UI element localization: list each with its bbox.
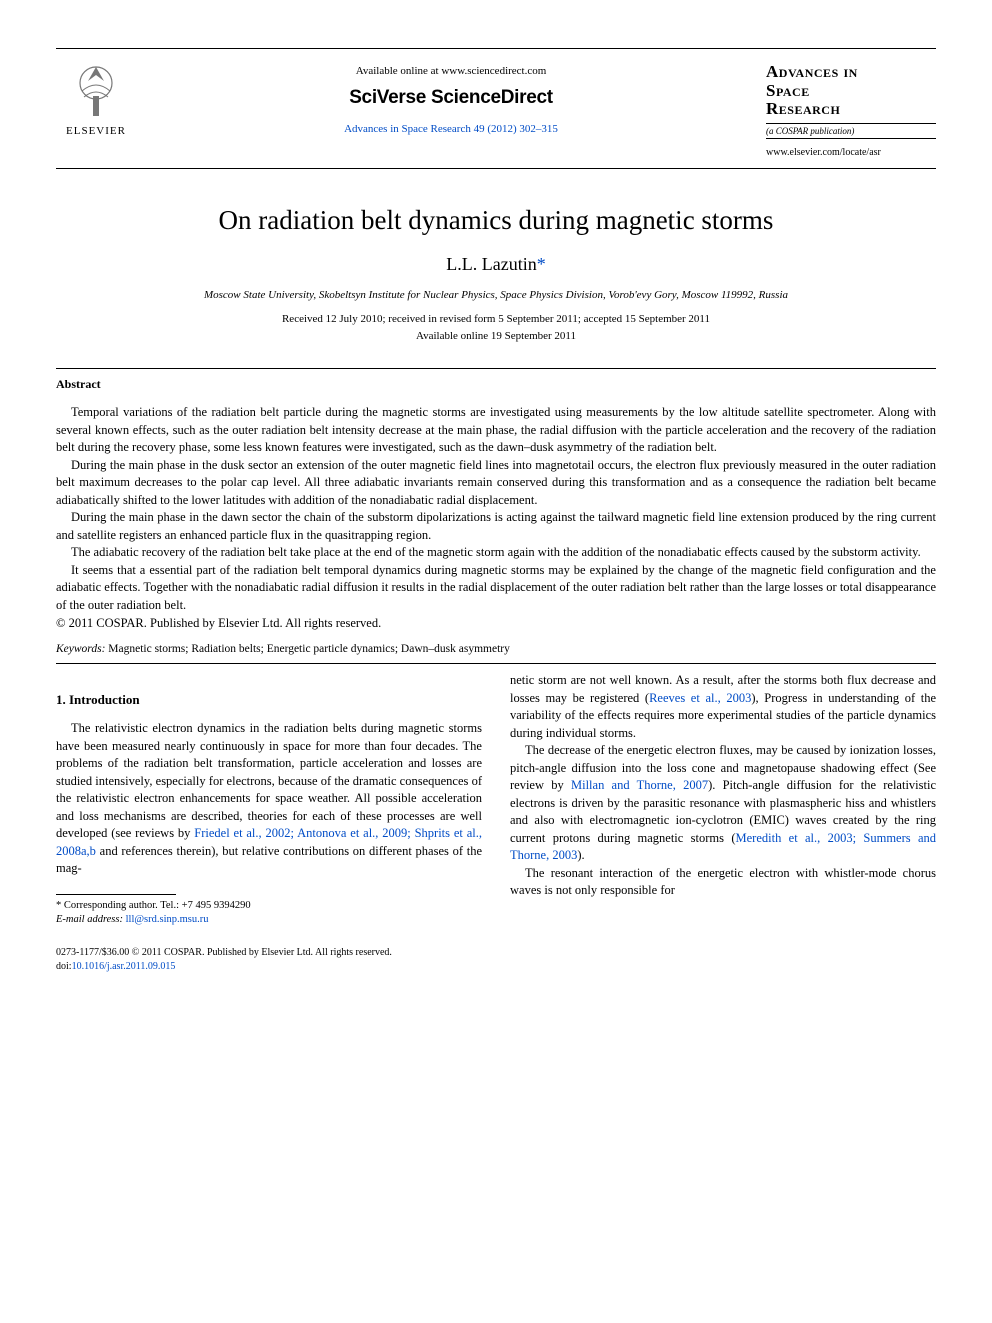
left-column: 1. Introduction The relativistic electro… xyxy=(56,672,482,928)
journal-title-line1: Advances in xyxy=(766,63,936,82)
doi-link[interactable]: 10.1016/j.asr.2011.09.015 xyxy=(72,961,176,972)
abstract-p4: The adiabatic recovery of the radiation … xyxy=(56,544,936,562)
keywords-text: Magnetic storms; Radiation belts; Energe… xyxy=(108,643,510,655)
footnote-rule xyxy=(56,894,176,895)
author-corresponding-mark[interactable]: * xyxy=(537,254,546,274)
footer-meta: 0273-1177/$36.00 © 2011 COSPAR. Publishe… xyxy=(56,946,936,974)
abstract-p1: Temporal variations of the radiation bel… xyxy=(56,404,936,457)
footnote-email[interactable]: lll@srd.sinp.msu.ru xyxy=(126,914,209,925)
abstract-label: Abstract xyxy=(56,377,936,392)
author-name: L.L. Lazutin xyxy=(446,254,536,274)
footnote-corr: * Corresponding author. Tel.: +7 495 939… xyxy=(56,899,482,914)
header-center: Available online at www.sciencedirect.co… xyxy=(136,61,766,135)
journal-title-line2: Space xyxy=(766,82,936,101)
keywords-line: Keywords: Magnetic storms; Radiation bel… xyxy=(56,643,936,655)
dates-line2: Available online 19 September 2011 xyxy=(56,328,936,345)
footnote-email-label: E-mail address: xyxy=(56,914,123,925)
keywords-label: Keywords: xyxy=(56,643,105,655)
journal-header: ELSEVIER Available online at www.science… xyxy=(56,48,936,169)
right-column: netic storm are not well known. As a res… xyxy=(510,672,936,928)
footer-doi-line: doi:10.1016/j.asr.2011.09.015 xyxy=(56,960,936,974)
available-online-text: Available online at www.sciencedirect.co… xyxy=(136,65,766,77)
intro-citation-link-3[interactable]: Millan and Thorne, 2007 xyxy=(571,778,708,792)
corresponding-footnote: * Corresponding author. Tel.: +7 495 939… xyxy=(56,899,482,928)
intro-heading: 1. Introduction xyxy=(56,692,482,708)
copyright-line: © 2011 COSPAR. Published by Elsevier Ltd… xyxy=(56,616,936,631)
article-title: On radiation belt dynamics during magnet… xyxy=(56,205,936,236)
body-columns: 1. Introduction The relativistic electro… xyxy=(56,672,936,928)
header-right: Advances in Space Research (a COSPAR pub… xyxy=(766,61,936,158)
intro-right-p3: The resonant interaction of the energeti… xyxy=(510,865,936,900)
sciverse-brand: SciVerse ScienceDirect xyxy=(136,87,766,109)
locate-url: www.elsevier.com/locate/asr xyxy=(766,147,936,158)
footnote-email-line: E-mail address: lll@srd.sinp.msu.ru xyxy=(56,913,482,928)
abstract-p5: It seems that a essential part of the ra… xyxy=(56,562,936,615)
rule-above-abstract xyxy=(56,368,936,369)
footer-copyright: 0273-1177/$36.00 © 2011 COSPAR. Publishe… xyxy=(56,946,936,960)
intro-left-p1a: The relativistic electron dynamics in th… xyxy=(56,721,482,840)
abstract-p2: During the main phase in the dusk sector… xyxy=(56,457,936,510)
intro-left-p1b: and references therein), but relative co… xyxy=(56,844,482,876)
abstract-p3: During the main phase in the dawn sector… xyxy=(56,509,936,544)
intro-right-p1: netic storm are not well known. As a res… xyxy=(510,672,936,742)
journal-title-line3: Research xyxy=(766,100,936,119)
doi-label: doi: xyxy=(56,961,72,972)
abstract-body: Temporal variations of the radiation bel… xyxy=(56,404,936,614)
rule-below-keywords xyxy=(56,663,936,664)
author-line: L.L. Lazutin* xyxy=(56,254,936,275)
affiliation: Moscow State University, Skobeltsyn Inst… xyxy=(56,289,936,301)
journal-title: Advances in Space Research xyxy=(766,63,936,119)
intro-right-text: netic storm are not well known. As a res… xyxy=(510,672,936,900)
elsevier-tree-icon xyxy=(68,61,124,121)
journal-reference[interactable]: Advances in Space Research 49 (2012) 302… xyxy=(136,123,766,135)
article-dates: Received 12 July 2010; received in revis… xyxy=(56,311,936,344)
sciverse-text: SciVerse ScienceDirect xyxy=(349,87,553,108)
intro-right-p2c: ). xyxy=(577,848,584,862)
intro-citation-link-2[interactable]: Reeves et al., 2003 xyxy=(649,691,751,705)
journal-ref-text: Advances in Space Research 49 (2012) 302… xyxy=(344,123,558,135)
publisher-label: ELSEVIER xyxy=(66,125,126,137)
dates-line1: Received 12 July 2010; received in revis… xyxy=(56,311,936,328)
intro-left-text: The relativistic electron dynamics in th… xyxy=(56,720,482,878)
intro-right-p2: The decrease of the energetic electron f… xyxy=(510,742,936,865)
intro-left-p1: The relativistic electron dynamics in th… xyxy=(56,720,482,878)
cospar-line: (a COSPAR publication) xyxy=(766,123,936,139)
publisher-logo-block: ELSEVIER xyxy=(56,61,136,137)
